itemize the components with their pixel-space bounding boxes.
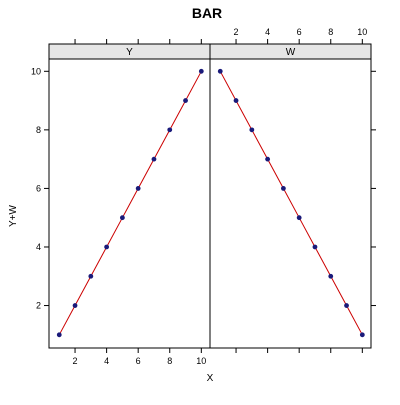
data-point-w <box>328 273 334 279</box>
plot-layer: Y 2 4 6 8 10 W 2 4 6 8 10 2 4 6 8 10 <box>31 27 376 366</box>
data-point-y <box>72 303 78 308</box>
data-point-w <box>312 244 318 250</box>
x-tick-label: 8 <box>167 356 172 366</box>
chart-title: BAR <box>192 5 222 21</box>
data-point-w <box>296 215 302 221</box>
data-point-y <box>183 98 188 103</box>
data-point-w <box>280 186 286 191</box>
data-point-y <box>88 273 94 279</box>
data-point-w <box>249 127 255 133</box>
data-point-w <box>359 332 365 338</box>
x-tick-label: 4 <box>104 356 109 366</box>
panel-w: W 2 4 6 8 10 <box>209 27 372 353</box>
data-point-w <box>265 156 271 162</box>
data-point-w <box>217 68 223 74</box>
data-point-w <box>344 303 349 308</box>
y-tick-label: 8 <box>36 125 41 135</box>
data-point-y <box>151 156 157 162</box>
y-tick-label: 6 <box>36 183 41 193</box>
y-tick-label: 2 <box>36 301 41 311</box>
x-tick-label: 6 <box>297 27 302 37</box>
data-point-y <box>167 127 173 133</box>
series-line-y <box>58 71 202 336</box>
panel-border-w <box>209 58 372 349</box>
x-tick-label: 10 <box>196 356 206 366</box>
series-line-w <box>219 71 363 336</box>
y-axis-label: Y+W <box>8 204 19 227</box>
x-tick-label: 8 <box>328 27 333 37</box>
data-point-y <box>135 186 141 191</box>
x-tick-label: 6 <box>136 356 141 366</box>
data-point-y <box>198 68 204 74</box>
panel-y: Y 2 4 6 8 10 <box>48 39 211 366</box>
x-tick-label: 2 <box>234 27 239 37</box>
x-axis-label: X <box>207 373 214 384</box>
data-point-y <box>119 215 125 221</box>
y-tick-label: 4 <box>36 242 41 252</box>
data-point-y <box>56 332 62 338</box>
x-tick-label: 10 <box>357 27 367 37</box>
data-point-y <box>104 244 110 250</box>
y-tick-label: 10 <box>31 66 41 76</box>
x-tick-label: 2 <box>73 356 78 366</box>
strip-label-y: Y <box>126 47 133 58</box>
data-point-w <box>233 98 239 103</box>
strip-label-w: W <box>286 47 296 58</box>
x-tick-label: 4 <box>265 27 270 37</box>
